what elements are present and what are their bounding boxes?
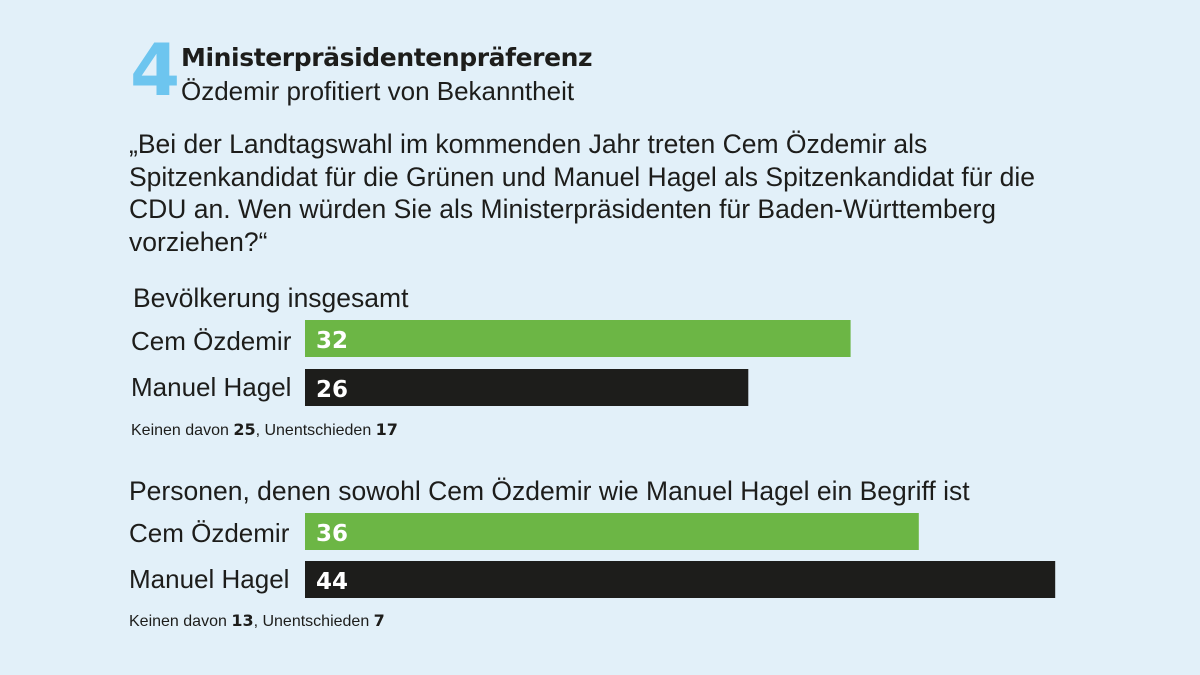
category-label-oezdemir-aware: Cem Özdemir bbox=[129, 518, 290, 548]
footnote-separator: , bbox=[255, 422, 265, 439]
footnote-undecided-value: 17 bbox=[375, 420, 398, 439]
bar-1-2 bbox=[305, 369, 749, 406]
chart-subtitle: Özdemir profitiert von Bekanntheit bbox=[181, 76, 575, 106]
footnote-none-value: 13 bbox=[231, 611, 254, 630]
section-number: 4 bbox=[130, 28, 181, 112]
bar-value-label-1-1: 32 bbox=[316, 328, 348, 354]
bar-1-1 bbox=[305, 320, 851, 357]
chart-title: Ministerpräsidentenpräferenz bbox=[181, 43, 593, 72]
category-label-hagel-total: Manuel Hagel bbox=[131, 372, 292, 402]
footnote-undecided-value: 7 bbox=[373, 611, 385, 630]
group-title-total: Bevölkerung insgesamt bbox=[133, 283, 409, 313]
category-label-oezdemir-total: Cem Özdemir bbox=[131, 326, 292, 356]
footnote-undecided-label: Unentschieden bbox=[262, 613, 370, 630]
footnote-separator: , bbox=[253, 613, 263, 630]
bar-value-label-1-2: 26 bbox=[316, 377, 348, 403]
footnote-none-value: 25 bbox=[233, 420, 256, 439]
group-title-aware: Personen, denen sowohl Cem Özdemir wie M… bbox=[129, 476, 970, 506]
footnote-none-label: Keinen davon bbox=[131, 422, 229, 439]
survey-question: „Bei der Landtagswahl im kommenden Jahr … bbox=[129, 129, 1035, 257]
bar-2-2 bbox=[305, 561, 1056, 598]
footnote-undecided-label: Unentschieden bbox=[264, 422, 372, 439]
footnote-aware: Keinen davon 13, Unentschieden 7 bbox=[129, 611, 385, 632]
footnote-total: Keinen davon 25, Unentschieden 17 bbox=[131, 420, 398, 441]
bar-value-label-2-2: 44 bbox=[316, 569, 348, 595]
category-label-hagel-aware: Manuel Hagel bbox=[129, 564, 290, 594]
bar-value-label-2-1: 36 bbox=[316, 521, 348, 547]
bar-2-1 bbox=[305, 513, 919, 550]
footnote-none-label: Keinen davon bbox=[129, 613, 227, 630]
